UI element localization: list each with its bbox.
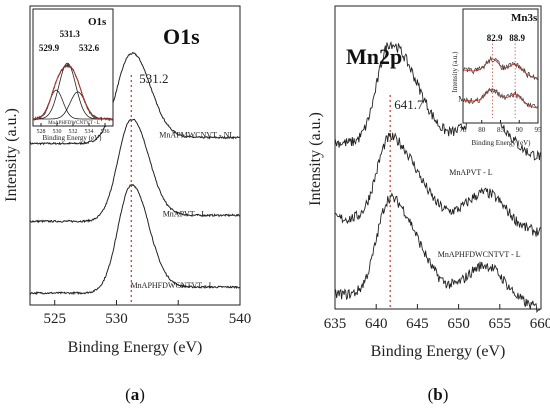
- panel-a-series: MnAPMWCNVT - NL MnAPVT - L MnAPHFDWCNTVT -…: [29, 52, 241, 296]
- panel-b-caption: (b): [428, 385, 449, 404]
- x-tick-label: 535: [167, 311, 190, 327]
- inset-peak-label: 532.6: [79, 43, 100, 53]
- panel-b-x-label: Binding Energy (eV): [371, 343, 506, 360]
- inset-tick-label: 536: [101, 129, 110, 135]
- inset-b-curves: 82.9 88.9: [462, 33, 538, 118]
- series-label: MnAPVT - L: [449, 168, 493, 177]
- series-label: MnAPHFDWCNTVT - L: [438, 250, 521, 259]
- inset-peak-label: 88.9: [509, 33, 525, 43]
- x-tick-label: 650: [447, 316, 470, 332]
- inset-b-x-label: Binding Energy (eV): [472, 139, 532, 147]
- x-tick-label: 645: [406, 316, 429, 332]
- panel-b-reference-label: 641.7: [394, 97, 424, 112]
- inset-tick-label: 90: [516, 126, 524, 134]
- panel-b-plot-frame: [334, 5, 542, 310]
- inset-peak-label: 529.9: [39, 43, 60, 53]
- panel-b-inset: 75 80 85 90 95 82.9 88.9 Mn3s Binding Energy …: [451, 8, 543, 147]
- series-label: MnAPHFDWCNTVT - L: [131, 281, 214, 290]
- panel-a: 525 530 535 540 531.2 MnAPMWCNVT - NL MnAPVT…: [3, 5, 251, 404]
- series-label: MnAPVT - L: [163, 209, 207, 218]
- x-tick-label: 655: [489, 316, 512, 332]
- inset-tick-label: 80: [478, 126, 486, 134]
- panel-a-x-ticks: 525 530 535 540: [43, 300, 251, 327]
- x-tick-label: 540: [229, 311, 252, 327]
- x-tick-label: 640: [365, 316, 388, 332]
- series-line: [334, 192, 541, 314]
- inset-tick-label: 95: [535, 126, 543, 134]
- inset-b-y-label: Intensity (a.u.): [451, 51, 459, 93]
- inset-fit-line: [33, 65, 113, 120]
- inset-tick-label: 528: [37, 129, 46, 135]
- panel-a-title: O1s: [163, 24, 200, 49]
- inset-a-x-label: Binding Energy (eV): [43, 134, 103, 142]
- inset-peak-label: 531.3: [60, 29, 81, 39]
- inset-a-frame: [32, 8, 114, 127]
- panel-a-x-label: Binding Energy (eV): [68, 339, 203, 356]
- panel-b-title: Mn2p: [346, 44, 402, 69]
- inset-a-x-ticks: 528 530 532 534 536: [37, 123, 110, 135]
- panel-a-caption: (a): [125, 385, 145, 404]
- inset-b-title: Mn3s: [511, 12, 538, 24]
- inset-noisy-curve: [462, 87, 538, 109]
- x-tick-label: 660: [530, 316, 550, 332]
- inset-fit-line: [462, 88, 538, 109]
- x-tick-label: 635: [324, 316, 347, 332]
- inset-tick-label: 530: [53, 129, 62, 135]
- panel-a-y-label: Intensity (a.u.): [3, 108, 20, 202]
- series-line: [29, 52, 241, 146]
- series-line: [29, 118, 241, 224]
- inset-tick-label: 534: [85, 129, 94, 135]
- inset-b-x-ticks: 75 80 85 90 95: [460, 120, 543, 134]
- x-tick-label: 525: [43, 311, 66, 327]
- inset-tick-label: 85: [497, 126, 505, 134]
- series-line: [29, 183, 241, 296]
- panel-b-x-ticks: 635 640 645 650 655 660: [324, 304, 550, 332]
- inset-tick-label: 75: [460, 126, 468, 134]
- series-line: [334, 41, 541, 161]
- inset-peak-label: 82.9: [487, 33, 503, 43]
- panel-b-y-label: Intensity (a.u.): [307, 112, 324, 206]
- inset-a-sample-label: MnAPHFDWCNTVT - L: [48, 121, 100, 126]
- panel-a-plot-frame: [29, 5, 241, 306]
- panel-a-reference-label: 531.2: [139, 71, 168, 86]
- inset-a-title: O1s: [88, 16, 107, 28]
- inset-fit-line: [462, 58, 538, 79]
- series-line: [334, 132, 541, 237]
- series-label: MnAPMWCNVT - NL: [159, 131, 234, 140]
- inset-tick-label: 532: [69, 129, 78, 135]
- x-tick-label: 530: [105, 311, 128, 327]
